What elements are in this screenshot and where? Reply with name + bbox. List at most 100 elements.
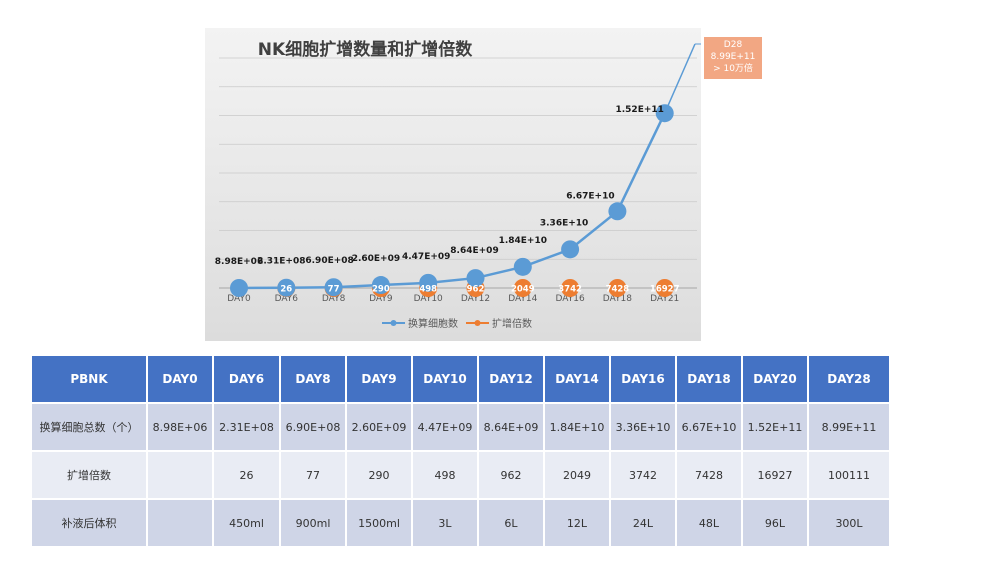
table-cell: 12L — [545, 500, 609, 546]
table-cell: 300L — [809, 500, 889, 546]
x-tick-label: DAY21 — [650, 294, 679, 304]
fold-data-label: 290 — [372, 285, 390, 295]
series-line-cell-count — [238, 112, 666, 290]
table-cell: 6.67E+10 — [677, 404, 741, 450]
table-cell — [148, 452, 212, 498]
table-cell: 1500ml — [347, 500, 411, 546]
table-row: 补液后体积 450ml 900ml 1500ml 3L 6L 12L 24L 4… — [32, 500, 889, 546]
fold-marker — [513, 279, 532, 297]
header-cell: DAY28 — [809, 356, 889, 402]
cell-count-data-label: 2.60E+09 — [352, 254, 400, 264]
table-cell — [148, 500, 212, 546]
cell-count-marker — [324, 278, 343, 297]
cell-count-data-label: 3.36E+10 — [540, 218, 588, 228]
row-label: 扩增倍数 — [32, 452, 146, 498]
x-tick-label: DAY6 — [275, 294, 299, 304]
cell-count-data-label: 1.52E+11 — [615, 105, 663, 115]
table-cell: 24L — [611, 500, 675, 546]
fold-data-label: 16927 — [650, 285, 680, 295]
table-cell: 2049 — [545, 452, 609, 498]
cell-count-marker — [230, 278, 248, 297]
cell-count-data-label: 6.67E+10 — [566, 191, 614, 201]
header-cell: DAY14 — [545, 356, 609, 402]
cell-count-marker — [419, 273, 438, 292]
chart-panel: NK细胞扩增数量和扩增倍数 DAY0 DAY6 DAY8 DAY9 DAY10 DAY12 D… — [205, 28, 701, 341]
fold-data-label: 2049 — [511, 285, 535, 295]
cell-count-data-label: 8.98E+06 — [215, 257, 263, 267]
line-chart: NK细胞扩增数量和扩增倍数 DAY0 DAY6 DAY8 DAY9 DAY10 DAY12 D… — [215, 39, 701, 330]
header-cell: DAY18 — [677, 356, 741, 402]
fold-data-label: 3742 — [558, 285, 582, 295]
legend-label-cell-count: 换算细胞数 — [408, 317, 458, 330]
table-header-row: PBNK DAY0 DAY6 DAY8 DAY9 DAY10 DAY12 DAY… — [32, 356, 889, 402]
header-cell: DAY6 — [214, 356, 279, 402]
table-cell: 7428 — [677, 452, 741, 498]
fold-marker — [608, 279, 627, 297]
data-table: PBNK DAY0 DAY6 DAY8 DAY9 DAY10 DAY12 DAY… — [30, 354, 891, 548]
cell-count-marker — [655, 104, 674, 123]
x-tick-label: DAY10 — [414, 294, 443, 304]
table-cell: 2.60E+09 — [347, 404, 411, 450]
fold-data-label: 962 — [467, 285, 485, 295]
table-cell: 26 — [214, 452, 279, 498]
table-cell: 2.31E+08 — [214, 404, 279, 450]
cell-count-data-label: 4.47E+09 — [402, 252, 450, 262]
x-tick-label: DAY16 — [556, 294, 585, 304]
fold-marker — [655, 279, 674, 297]
x-tick-label: DAY8 — [322, 294, 346, 304]
table-cell: 100111 — [809, 452, 889, 498]
x-tick-label: DAY12 — [461, 294, 490, 304]
cell-count-data-label: 1.84E+10 — [499, 236, 547, 246]
callout-line-3: > 10万倍 — [713, 64, 753, 74]
header-cell: DAY9 — [347, 356, 411, 402]
cell-count-data-label: 8.64E+09 — [450, 246, 498, 256]
table-row: 换算细胞总数（个） 8.98E+06 2.31E+08 6.90E+08 2.6… — [32, 404, 889, 450]
header-cell: DAY20 — [743, 356, 807, 402]
callout-line-2: 8.99E+11 — [710, 52, 756, 62]
table-cell: 900ml — [281, 500, 345, 546]
header-cell: DAY8 — [281, 356, 345, 402]
chart-title: NK细胞扩增数量和扩增倍数 — [258, 39, 473, 60]
fold-data-label: 498 — [419, 285, 437, 295]
cell-count-data-label: 6.90E+08 — [305, 256, 353, 266]
table-cell: 290 — [347, 452, 411, 498]
table-cell: 3742 — [611, 452, 675, 498]
table-cell: 8.99E+11 — [809, 404, 889, 450]
table-cell: 1.52E+11 — [743, 404, 807, 450]
cell-count-marker — [513, 257, 532, 276]
d28-callout: D28 8.99E+11 > 10万倍 — [704, 37, 762, 79]
row-label: 补液后体积 — [32, 500, 146, 546]
table-cell: 3L — [413, 500, 477, 546]
x-tick-label: DAY0 — [227, 294, 251, 304]
table-cell: 8.98E+06 — [148, 404, 212, 450]
x-tick-label: DAY14 — [508, 294, 537, 304]
cell-count-marker — [561, 240, 580, 259]
header-cell: DAY16 — [611, 356, 675, 402]
table-cell: 96L — [743, 500, 807, 546]
cell-count-data-label: 2.31E+08 — [257, 257, 305, 267]
row-label: 换算细胞总数（个） — [32, 404, 146, 450]
x-tick-label: DAY9 — [369, 294, 393, 304]
fold-data-label: 7428 — [606, 285, 630, 295]
legend-marker-cell-count — [390, 320, 397, 326]
cell-count-marker — [608, 202, 627, 221]
x-tick-label: DAY18 — [603, 294, 632, 304]
legend-marker-fold — [474, 320, 481, 326]
table-cell: 3.36E+10 — [611, 404, 675, 450]
table-cell: 450ml — [214, 500, 279, 546]
fold-data-label: 77 — [328, 285, 340, 295]
table-cell: 77 — [281, 452, 345, 498]
header-cell: DAY0 — [148, 356, 212, 402]
fold-marker — [561, 279, 580, 297]
table-cell: 16927 — [743, 452, 807, 498]
callout-line-1: D28 — [723, 40, 743, 50]
table-cell: 48L — [677, 500, 741, 546]
header-cell: PBNK — [32, 356, 146, 402]
legend-label-fold: 扩增倍数 — [492, 317, 532, 330]
table-cell: 8.64E+09 — [479, 404, 543, 450]
header-cell: DAY10 — [413, 356, 477, 402]
table-cell: 498 — [413, 452, 477, 498]
series-line-extension — [664, 43, 696, 114]
table-cell: 6.90E+08 — [281, 404, 345, 450]
cell-count-marker — [466, 269, 485, 288]
